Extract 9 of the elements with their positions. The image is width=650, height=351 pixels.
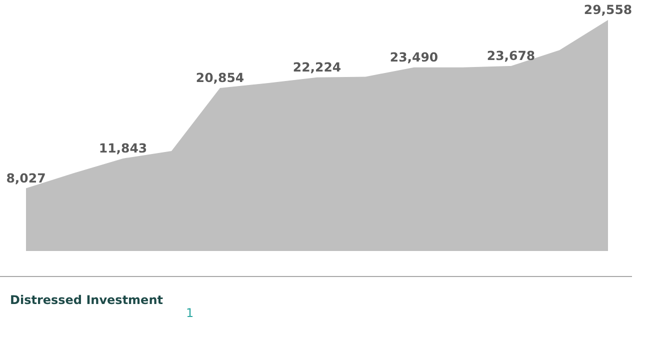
text: Distressed Investment [10, 293, 163, 307]
data-label: 11,843 [98, 140, 148, 156]
data-label: 29,558 [584, 2, 632, 17]
data-label: 22,224 [292, 59, 342, 74]
text: 1 [186, 306, 194, 320]
data-label: 20,854 [196, 70, 244, 86]
data-label: 8,027 [6, 170, 46, 186]
data-label: 23,490 [390, 49, 438, 64]
data-label: 23,678 [486, 48, 536, 63]
